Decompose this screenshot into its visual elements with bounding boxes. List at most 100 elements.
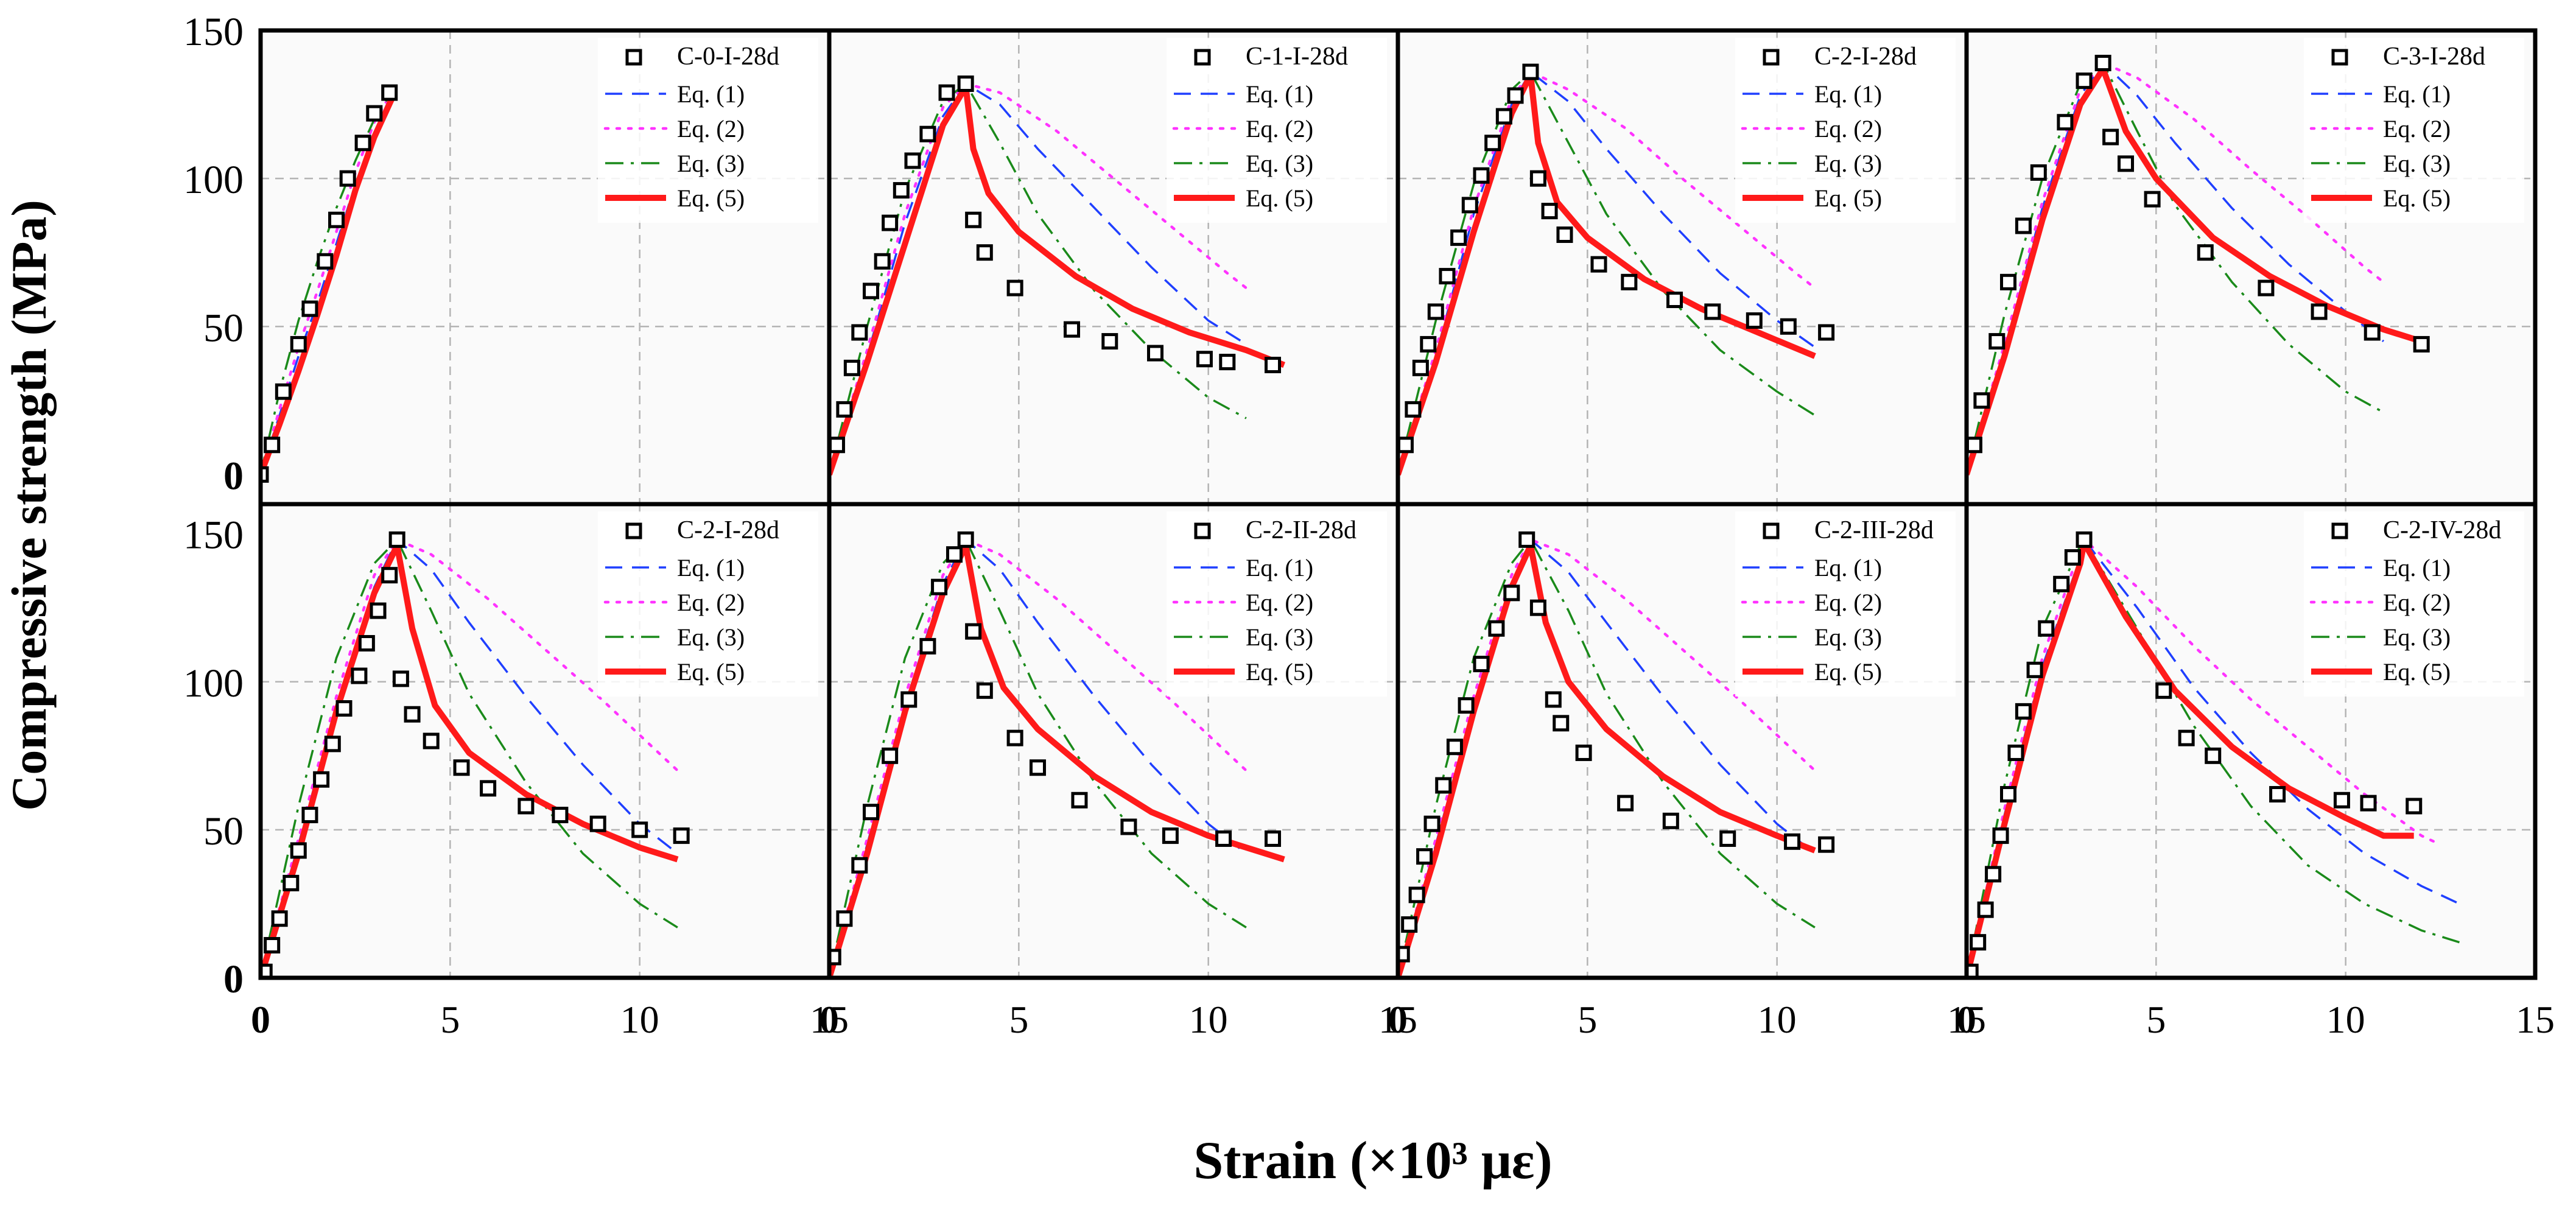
y-tick-label: 50	[203, 306, 244, 350]
data-point	[261, 466, 269, 483]
data-point	[1529, 170, 1546, 187]
data-point	[1215, 830, 1232, 847]
plot-content	[1967, 54, 2430, 476]
data-point	[392, 670, 409, 687]
data-point	[2118, 155, 2135, 172]
plot-content	[261, 84, 398, 483]
data-point	[313, 771, 330, 788]
series-2-line	[261, 538, 679, 978]
legend-label: Eq. (2)	[677, 589, 745, 616]
data-point	[2311, 303, 2328, 320]
x-tick-label: 10	[620, 998, 659, 1041]
legend-box	[1735, 511, 1956, 697]
x-tick-label: 10	[1189, 998, 1228, 1041]
data-point	[1999, 273, 2016, 290]
data-point	[2258, 279, 2275, 297]
legend-label: Eq. (1)	[1246, 554, 1313, 581]
data-point	[366, 105, 383, 122]
data-point	[851, 324, 868, 341]
data-point	[1522, 63, 1539, 80]
data-point	[1401, 916, 1418, 933]
x-tick-label: 15	[810, 998, 849, 1041]
data-point	[931, 578, 948, 595]
data-point	[283, 874, 300, 891]
legend-label: Eq. (1)	[1246, 80, 1313, 108]
data-point	[976, 682, 993, 699]
data-point	[1704, 303, 1721, 320]
data-point	[1006, 279, 1023, 297]
data-point	[829, 437, 845, 454]
y-tick-label: 150	[183, 10, 244, 54]
data-point	[2178, 729, 2195, 746]
plot-content	[829, 75, 1286, 476]
data-point	[1405, 401, 1422, 418]
data-point	[301, 300, 318, 317]
series-1-line	[1967, 538, 2460, 978]
legend-title: C-2-IV-28d	[2383, 516, 2501, 544]
data-point	[388, 531, 405, 548]
data-point	[2015, 217, 2032, 234]
data-point	[1420, 335, 1437, 353]
legend-label: Eq. (1)	[2383, 80, 2451, 108]
data-point	[2064, 549, 2081, 566]
data-point	[381, 84, 398, 101]
data-point	[264, 937, 281, 954]
x-tick-label: 5	[440, 998, 460, 1041]
data-point	[1458, 697, 1475, 714]
series-1-line	[829, 82, 1247, 475]
x-tick-label: 0	[251, 998, 270, 1041]
data-point	[2144, 191, 2161, 208]
legend-box	[2304, 38, 2524, 223]
data-point	[1427, 303, 1444, 320]
data-point	[2269, 786, 2286, 803]
legend-label: Eq. (1)	[677, 554, 745, 581]
data-point	[1071, 792, 1088, 809]
data-point	[1495, 108, 1512, 125]
data-point	[1029, 759, 1046, 776]
data-point	[1992, 827, 2009, 844]
legend-title: C-0-I-28d	[677, 43, 779, 71]
data-point	[1503, 584, 1520, 602]
series-1-line	[1398, 538, 1816, 978]
legend-box	[1735, 38, 1956, 223]
data-point	[2360, 795, 2377, 812]
data-point	[1416, 848, 1433, 865]
data-point	[957, 75, 974, 93]
data-point	[1746, 312, 1763, 329]
data-point	[2053, 575, 2070, 592]
data-point	[851, 857, 868, 874]
legend-label: Eq. (1)	[2383, 554, 2451, 581]
data-point	[381, 567, 398, 584]
series-1-line	[829, 538, 1247, 978]
plot-content	[1967, 531, 2460, 978]
data-point	[904, 152, 921, 169]
data-point	[1529, 599, 1546, 616]
data-point	[900, 691, 918, 708]
data-point	[423, 732, 440, 749]
data-point	[1999, 786, 2016, 803]
data-point	[1784, 833, 1801, 850]
data-point	[1398, 437, 1414, 454]
legend-marker-icon	[2331, 49, 2348, 66]
data-point	[882, 747, 899, 764]
data-point	[1818, 836, 1835, 853]
data-point	[552, 807, 569, 824]
legend-title: C-2-I-28d	[677, 516, 779, 544]
legend-marker-icon	[625, 522, 642, 539]
y-tick-label: 100	[183, 661, 244, 706]
data-point	[829, 949, 841, 966]
legend-label: Eq. (3)	[2383, 150, 2451, 177]
data-point	[2015, 703, 2032, 720]
legend-label: Eq. (5)	[1246, 658, 1313, 686]
legend-label: Eq. (3)	[677, 623, 745, 651]
x-tick-label: 5	[1578, 998, 1597, 1041]
data-point	[1439, 268, 1456, 285]
data-point	[1988, 333, 2006, 350]
data-point	[1484, 135, 1501, 152]
legend-label: Eq. (3)	[1246, 623, 1313, 651]
data-point	[1196, 351, 1213, 368]
data-point	[1970, 934, 1987, 951]
series-1-line	[261, 538, 678, 978]
data-point	[1518, 531, 1535, 548]
